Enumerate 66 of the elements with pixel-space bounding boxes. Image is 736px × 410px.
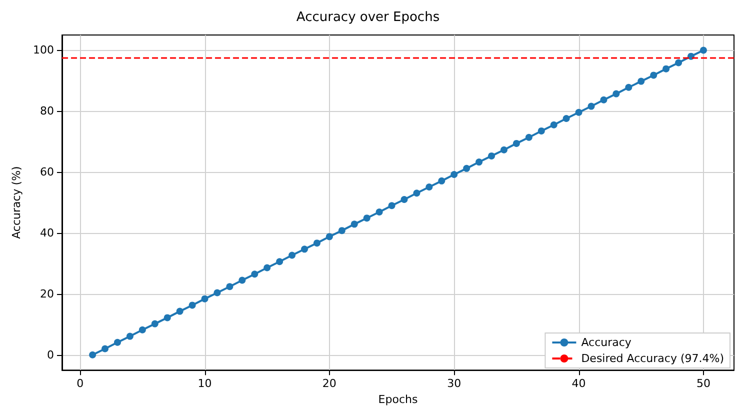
- point: [438, 177, 446, 184]
- point: [313, 240, 320, 247]
- point: [114, 338, 121, 346]
- point: [301, 246, 308, 253]
- point: [612, 90, 620, 98]
- point: [562, 114, 570, 122]
- y-tick-label: 100: [33, 44, 54, 57]
- point: [600, 96, 608, 104]
- point: [251, 270, 258, 278]
- x-tick-label: 50: [696, 377, 710, 390]
- point: [226, 283, 234, 290]
- point: [500, 146, 508, 154]
- point: [151, 320, 158, 328]
- point: [138, 326, 146, 334]
- point: [550, 121, 558, 128]
- point: [650, 72, 658, 79]
- point: [164, 314, 171, 322]
- chart-title: Accuracy over Epochs: [296, 10, 440, 25]
- point: [638, 78, 645, 85]
- point: [376, 208, 383, 216]
- point: [126, 332, 134, 340]
- point: [201, 295, 208, 302]
- x-tick-label: 20: [322, 377, 336, 390]
- y-axis-title: Accuracy (%): [10, 166, 24, 239]
- point: [214, 289, 221, 296]
- x-tick-label: 0: [76, 377, 84, 390]
- point: [525, 134, 532, 141]
- point: [176, 308, 184, 315]
- point: [102, 345, 109, 352]
- point: [588, 102, 595, 110]
- point: [662, 65, 670, 72]
- point: [400, 196, 408, 203]
- point: [350, 220, 358, 228]
- x-tick-label: 30: [447, 377, 462, 390]
- x-axis-title: Epochs: [378, 393, 418, 406]
- point: [264, 264, 271, 272]
- point: [675, 59, 682, 66]
- legend-label: Accuracy: [581, 336, 632, 349]
- y-tick-label: 40: [40, 226, 54, 240]
- point: [700, 46, 707, 54]
- point: [450, 171, 458, 178]
- point: [476, 158, 483, 166]
- legend-label: Desired Accuracy (97.4%): [581, 352, 724, 365]
- x-tick-label: 10: [198, 377, 212, 390]
- point: [338, 227, 346, 234]
- point: [326, 233, 333, 240]
- point: [363, 214, 370, 222]
- point: [463, 164, 470, 172]
- point: [238, 276, 246, 284]
- point: [288, 252, 296, 259]
- point: [89, 351, 96, 358]
- point: [388, 202, 396, 210]
- y-tick-label: 20: [40, 287, 54, 300]
- point: [575, 108, 582, 116]
- point: [426, 184, 433, 191]
- point: [188, 302, 196, 309]
- point: [413, 190, 420, 197]
- y-tick-label: 60: [40, 166, 54, 179]
- point: [276, 258, 284, 266]
- y-tick-label: 80: [40, 104, 54, 118]
- y-tick-label: 0: [47, 348, 54, 362]
- x-tick-label: 40: [572, 377, 586, 390]
- point: [625, 84, 632, 91]
- point: [512, 140, 520, 147]
- point: [488, 152, 496, 160]
- point: [538, 127, 545, 134]
